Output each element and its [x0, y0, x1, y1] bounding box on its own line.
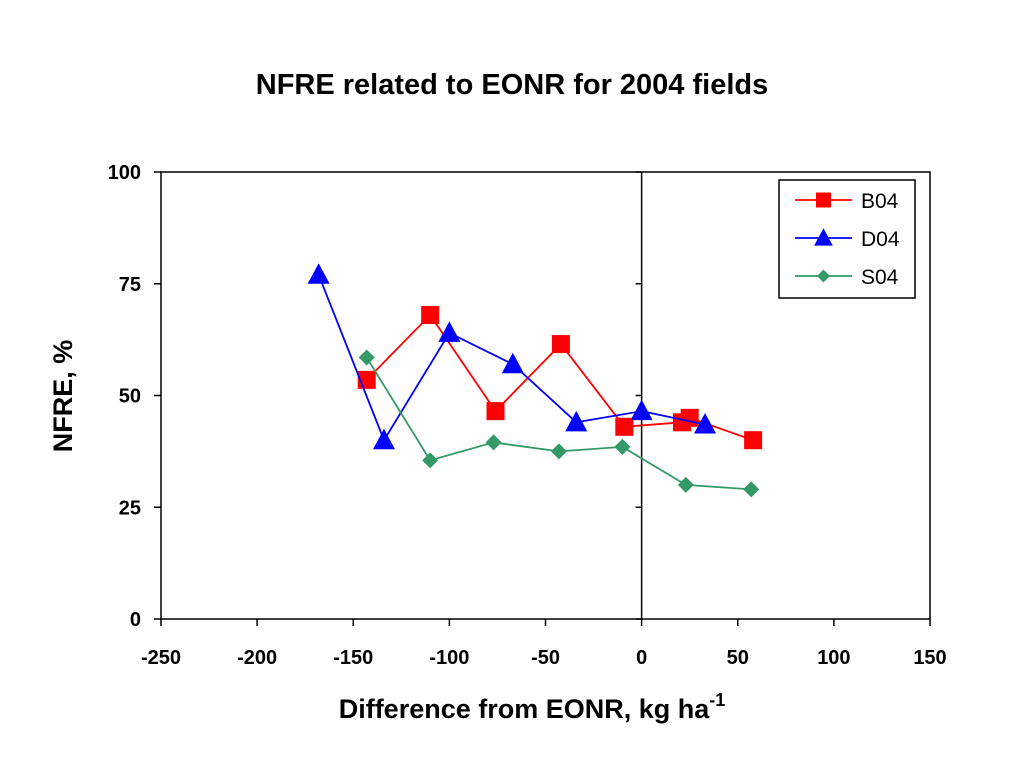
x-axis-title-text: Difference from EONR, kg ha: [339, 694, 711, 724]
legend: B04 D04 S04: [778, 179, 916, 299]
data-point-d04: [501, 352, 524, 374]
data-point-d04: [438, 321, 461, 342]
y-tick-label: 100: [108, 162, 141, 184]
data-point-d04: [630, 399, 653, 421]
y-tick-label: 75: [119, 274, 141, 296]
x-axis-title: Difference from EONR, kg ha-1: [339, 690, 726, 724]
y-tick-label: 25: [119, 497, 141, 519]
x-axis-title-superscript: -1: [709, 690, 725, 710]
series-b04: [357, 306, 763, 450]
data-point-s04: [550, 443, 567, 460]
legend-item-d04: D04: [795, 228, 900, 251]
legend-marker-triangle: [814, 228, 833, 246]
x-tick-label: 50: [727, 647, 749, 669]
x-tick-label: -250: [141, 647, 181, 669]
data-point-b04: [421, 306, 440, 325]
legend-marker-diamond: [817, 269, 830, 283]
x-tick-label: -50: [531, 647, 560, 669]
x-tick-label: -100: [429, 647, 469, 669]
y-axis-title: NFRE, %: [48, 340, 78, 453]
legend-label: B04: [861, 190, 899, 213]
axes-layer: -250 -200 -150 -100 -50 0 50 100 150 0 25 50 75 100: [108, 162, 947, 669]
y-tick-label: 0: [130, 609, 141, 631]
x-tick-label: 0: [636, 647, 647, 669]
data-point-s04: [422, 452, 439, 469]
data-point-d04: [694, 413, 717, 434]
legend-item-s04: S04: [795, 266, 899, 289]
data-point-d04: [565, 410, 588, 432]
data-point-b04: [744, 431, 763, 450]
data-point-b04: [615, 417, 634, 436]
series-layer: [307, 263, 763, 498]
data-point-d04: [373, 428, 396, 450]
x-tick-label: 150: [913, 647, 946, 669]
series-d04: [307, 263, 717, 450]
legend-label: D04: [861, 228, 900, 251]
data-point-d04: [307, 263, 330, 284]
legend-label: S04: [861, 266, 899, 289]
data-point-b04: [551, 335, 570, 354]
series-s04: [358, 349, 760, 498]
legend-item-b04: B04: [795, 190, 899, 213]
y-tick-label: 50: [119, 386, 141, 408]
data-point-s04: [614, 438, 631, 455]
x-tick-label: 100: [817, 647, 850, 669]
data-point-s04: [485, 434, 502, 451]
data-point-s04: [743, 481, 760, 498]
data-point-b04: [486, 402, 505, 421]
x-tick-label: -200: [237, 647, 277, 669]
data-point-b04: [680, 408, 699, 427]
chart-title: NFRE related to EONR for 2004 fields: [256, 69, 768, 101]
legend-items: B04 D04 S04: [795, 190, 900, 289]
legend-marker-square: [816, 192, 831, 208]
data-point-s04: [358, 349, 375, 366]
data-point-s04: [677, 476, 694, 493]
x-tick-label: -150: [333, 647, 373, 669]
